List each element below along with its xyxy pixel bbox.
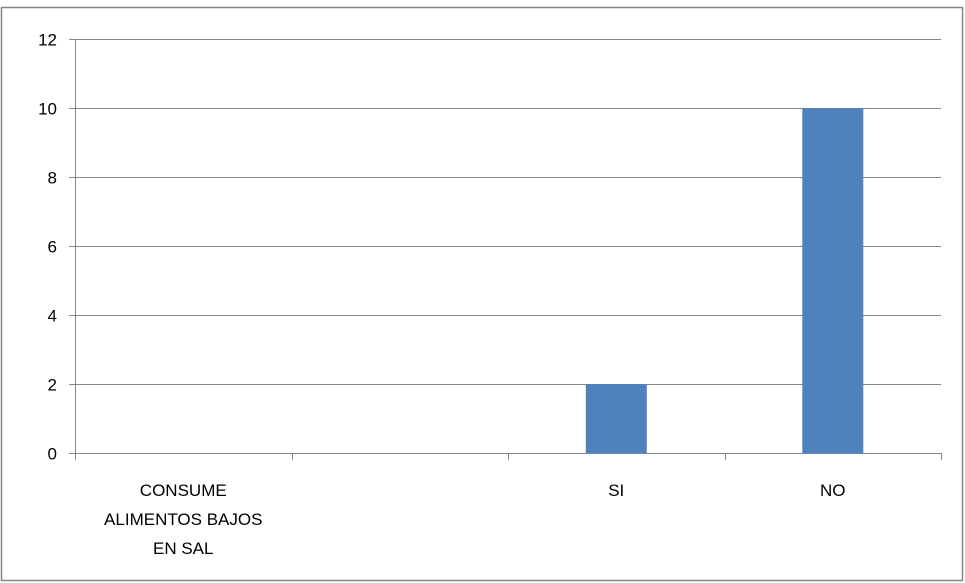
bar-si (586, 384, 647, 453)
y-tick-label-2: 4 (48, 307, 57, 326)
y-tick-label-0: 0 (48, 445, 57, 464)
x-category-label-2: SI (608, 481, 624, 500)
x-category-label-line: EN SAL (153, 539, 213, 558)
y-tick-label-3: 6 (48, 238, 57, 257)
y-tick-label-1: 2 (48, 376, 57, 395)
x-category-label-line: SI (608, 481, 624, 500)
x-category-label-line: ALIMENTOS BAJOS (104, 510, 262, 529)
y-tick-label-5: 10 (38, 100, 57, 119)
x-category-label-line: CONSUME (140, 481, 227, 500)
x-category-label-line: NO (820, 481, 846, 500)
bar-no (802, 108, 863, 453)
x-category-label-3: NO (820, 481, 846, 500)
y-tick-label-4: 8 (48, 169, 57, 188)
y-tick-label-6: 12 (38, 31, 57, 50)
